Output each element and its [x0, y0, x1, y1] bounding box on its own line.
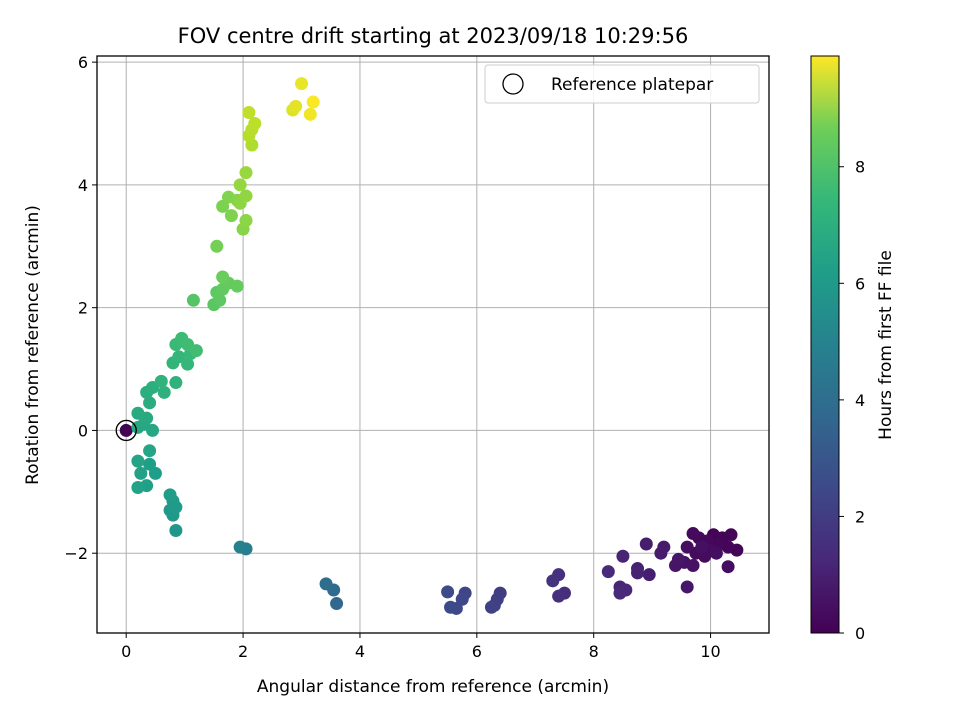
data-point	[143, 457, 157, 471]
data-point	[181, 357, 195, 371]
data-point	[119, 423, 133, 437]
chart-title: FOV centre drift starting at 2023/09/18 …	[178, 24, 689, 48]
data-point	[134, 466, 148, 480]
data-point	[289, 99, 303, 113]
data-points	[119, 77, 744, 615]
data-point	[210, 239, 224, 253]
data-point	[239, 214, 253, 228]
x-axis-ticks: 0 2 4 6 8 10	[121, 633, 721, 661]
grid-lines	[97, 56, 769, 633]
y-tick-label: 4	[78, 176, 88, 195]
y-axis-label: Rotation from reference (arcmin)	[23, 205, 43, 485]
colorbar-tick-label: 4	[855, 391, 865, 410]
data-point	[143, 396, 157, 410]
data-point	[642, 568, 656, 582]
data-point	[131, 406, 145, 420]
data-point	[613, 586, 627, 600]
colorbar-tick-label: 0	[855, 624, 865, 643]
data-point	[686, 527, 700, 541]
colorbar-ticks: 0 2 4 6 8	[839, 158, 865, 643]
data-point	[239, 166, 253, 180]
colorbar: 0 2 4 6 8 Hours from first FF file	[810, 55, 896, 643]
data-point	[680, 540, 694, 554]
colorbar-tick-label: 6	[855, 274, 865, 293]
colorbar-tick-label: 8	[855, 158, 865, 177]
legend: Reference platepar	[484, 64, 760, 104]
data-point	[680, 580, 694, 594]
data-point	[172, 350, 186, 364]
x-axis-label: Angular distance from reference (arcmin)	[257, 677, 609, 697]
data-point	[639, 537, 653, 551]
data-point	[721, 560, 735, 574]
data-point	[616, 549, 630, 563]
y-tick-label: 6	[78, 53, 88, 72]
x-tick-label: 8	[589, 642, 599, 661]
reference-platepar-marker	[115, 419, 137, 442]
data-point	[295, 77, 309, 91]
data-point	[224, 209, 238, 223]
data-point	[654, 546, 668, 560]
x-tick-label: 6	[472, 642, 482, 661]
data-point	[154, 374, 168, 388]
colorbar-label: Hours from first FF file	[876, 250, 896, 440]
data-point	[303, 107, 317, 121]
y-tick-label: 2	[78, 299, 88, 318]
data-point	[230, 279, 244, 293]
data-point	[671, 552, 685, 566]
data-point	[169, 523, 183, 537]
data-point	[248, 117, 262, 131]
data-point	[186, 293, 200, 307]
data-point	[163, 488, 177, 502]
y-tick-label: 0	[78, 421, 88, 440]
data-point	[724, 528, 738, 542]
reference-marker	[115, 419, 137, 442]
data-point	[631, 566, 645, 580]
x-tick-label: 4	[355, 642, 365, 661]
data-point	[233, 178, 247, 192]
x-tick-label: 0	[121, 642, 131, 661]
data-point	[131, 481, 145, 495]
data-point	[169, 376, 183, 390]
data-point	[242, 105, 256, 119]
y-axis-ticks: −2 0 2 4 6	[64, 53, 97, 563]
data-point	[143, 444, 157, 458]
x-tick-label: 2	[238, 642, 248, 661]
data-point	[330, 597, 344, 611]
x-tick-label: 10	[700, 642, 720, 661]
legend-box	[484, 64, 760, 104]
data-point	[709, 546, 723, 560]
colorbar-gradient	[810, 55, 840, 634]
data-point	[189, 344, 203, 358]
y-tick-label: −2	[64, 544, 88, 563]
data-point	[157, 385, 171, 399]
legend-label: Reference platepar	[551, 75, 713, 95]
data-point	[552, 589, 566, 603]
data-point	[216, 270, 230, 284]
data-point	[601, 565, 615, 579]
data-point	[484, 600, 498, 614]
data-point	[239, 189, 253, 203]
data-point	[233, 540, 247, 554]
data-point	[131, 454, 145, 468]
data-point	[444, 600, 458, 614]
data-point	[441, 585, 455, 599]
legend-marker-icon	[502, 73, 524, 95]
data-point	[306, 95, 320, 109]
data-point	[695, 540, 709, 554]
data-point	[319, 577, 333, 591]
colorbar-tick-label: 2	[855, 507, 865, 526]
data-point	[546, 574, 560, 588]
plot-frame	[96, 55, 770, 634]
